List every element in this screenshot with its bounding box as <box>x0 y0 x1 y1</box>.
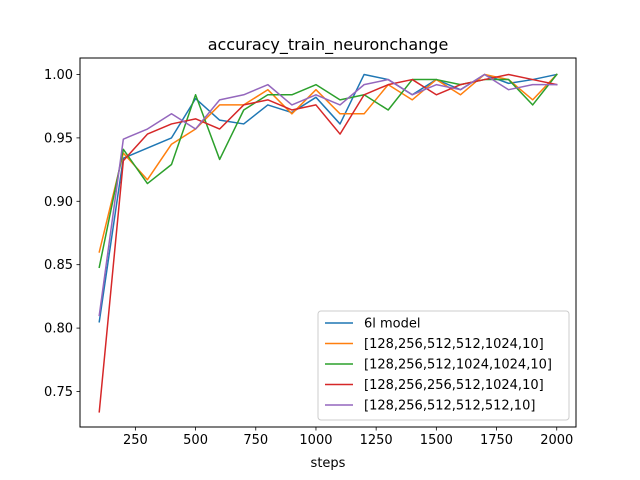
series-line-5 <box>98 73 558 317</box>
x-tick-label: 1250 <box>360 433 393 448</box>
x-tick-label: 750 <box>243 433 268 448</box>
x-tick-label: 250 <box>123 433 148 448</box>
y-tick-label: 0.75 <box>44 385 73 400</box>
legend: 6l model [128,256,512,512,1024,10] [128,25… <box>317 310 570 421</box>
legend-box <box>317 310 570 421</box>
x-tick-label: 1000 <box>299 433 332 448</box>
y-tick-label: 0.80 <box>44 322 73 337</box>
legend-label-4: [128,256,256,512,1024,10] <box>364 378 544 393</box>
plot-lines <box>98 73 558 413</box>
x-tick-label: 1750 <box>480 433 513 448</box>
x-axis-label: steps <box>311 456 346 471</box>
y-tick-label: 1.00 <box>44 68 73 83</box>
y-axis: 0.75 0.80 0.85 0.90 0.95 1.00 <box>44 68 80 400</box>
series-line-4 <box>98 73 558 413</box>
y-tick-label: 0.95 <box>44 131 73 146</box>
legend-label-2: [128,256,512,512,1024,10] <box>364 337 544 352</box>
x-tick-label: 1500 <box>420 433 453 448</box>
x-tick-label: 500 <box>183 433 208 448</box>
x-axis: 250 500 750 1000 1250 1500 1750 2000 <box>123 427 573 448</box>
y-tick-label: 0.85 <box>44 258 73 273</box>
y-tick-label: 0.90 <box>44 195 73 210</box>
legend-label-5: [128,256,512,512,512,10] <box>364 399 535 414</box>
chart-title: accuracy_train_neuronchange <box>208 35 449 55</box>
plot-frame <box>79 57 577 428</box>
legend-label-3: [128,256,512,1024,1024,10] <box>364 358 552 373</box>
legend-label-1: 6l model <box>364 317 421 332</box>
x-tick-label: 2000 <box>540 433 573 448</box>
